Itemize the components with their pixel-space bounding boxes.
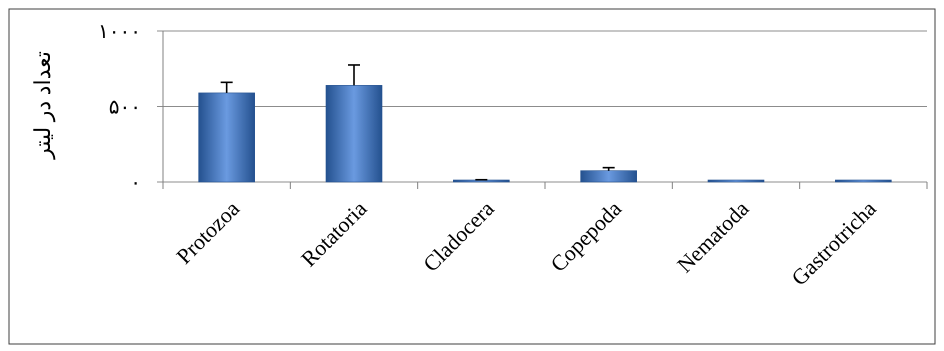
x-tick-label-cladocera: Cladocera [418,196,499,277]
y-tick-label: ۵۰۰ [109,97,141,119]
y-axis-title: تعداد در لیتر [30,51,56,160]
x-tick-label-rotatoria: Rotatoria [296,196,372,272]
bar-nematoda [708,180,764,182]
bar-copepoda [581,171,637,182]
x-tick-label-copepoda: Copepoda [545,196,626,277]
y-tick-label: ۱۰۰۰ [98,21,141,43]
x-tick-label-protozoa: Protozoa [171,196,244,269]
chart-border [9,9,935,344]
bar-protozoa [199,93,255,182]
x-tick-label-nematoda: Nematoda [672,196,754,278]
bar-gastrotricha [835,180,891,182]
y-tick-label: ۰ [130,172,141,194]
x-tick-label-gastrotricha: Gastrotricha [786,196,881,291]
bar-rotatoria [326,85,382,182]
